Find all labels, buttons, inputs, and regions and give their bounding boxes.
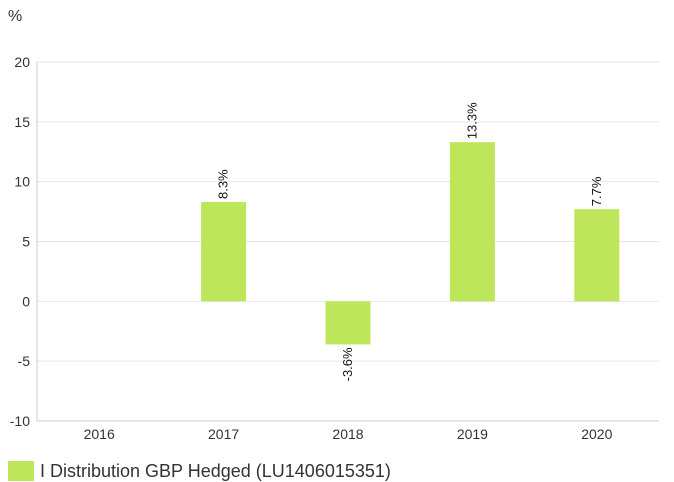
y-tick-label: 10 xyxy=(14,174,30,190)
y-tick-label: -10 xyxy=(10,413,30,429)
y-tick-label: 5 xyxy=(22,234,30,250)
bar xyxy=(201,202,247,302)
y-tick-labels: -10 -5 0 5 10 15 20 xyxy=(10,54,30,429)
legend-swatch xyxy=(8,461,34,481)
y-tick-label: 15 xyxy=(14,114,30,130)
x-tick-label: 2016 xyxy=(84,426,115,442)
data-label: 7.7% xyxy=(589,176,604,206)
bars xyxy=(201,142,620,345)
bar xyxy=(449,142,495,302)
x-tick-label: 2017 xyxy=(208,426,239,442)
x-tick-labels: 2016 2017 2018 2019 2020 xyxy=(84,426,613,442)
bar xyxy=(574,209,620,302)
data-label: 13.3% xyxy=(464,102,479,139)
legend-label: I Distribution GBP Hedged (LU1406015351) xyxy=(40,460,391,481)
y-tick-label: 20 xyxy=(14,54,30,70)
bar xyxy=(325,301,371,345)
y-tick-label: 0 xyxy=(22,293,30,309)
data-label: -3.6% xyxy=(340,347,355,381)
x-tick-label: 2020 xyxy=(581,426,612,442)
x-tick-label: 2019 xyxy=(457,426,488,442)
data-label: 8.3% xyxy=(216,169,231,199)
y-tick-label: -5 xyxy=(18,353,31,369)
data-labels: 8.3% -3.6% 13.3% 7.7% xyxy=(216,102,604,382)
legend[interactable]: I Distribution GBP Hedged (LU1406015351) xyxy=(8,460,391,482)
x-tick-label: 2018 xyxy=(332,426,363,442)
y-axis-unit-label: % xyxy=(8,8,23,25)
axes xyxy=(36,62,659,422)
